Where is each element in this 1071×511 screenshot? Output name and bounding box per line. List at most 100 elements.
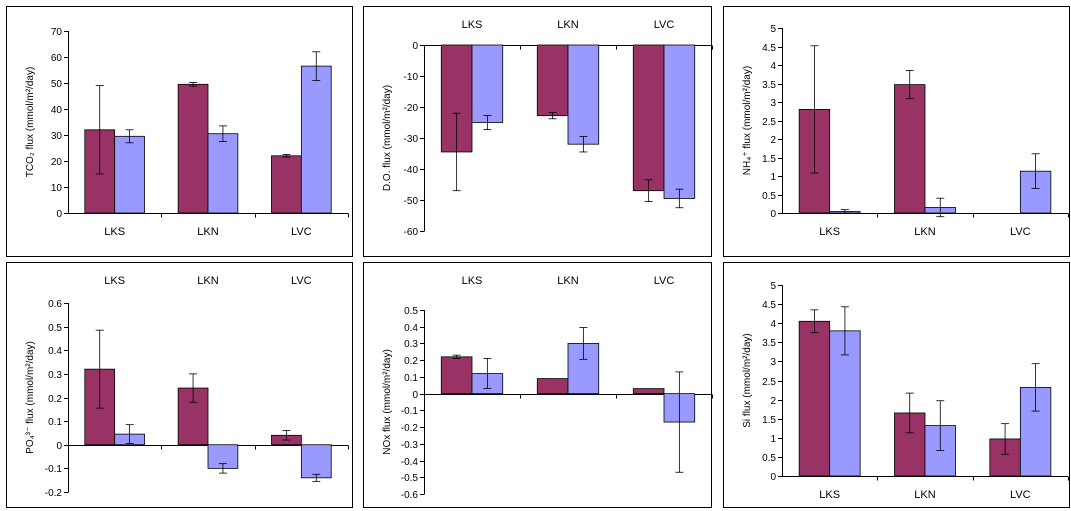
y-tick-label: 2 <box>770 135 776 146</box>
category-label-lks: LKS <box>104 226 125 238</box>
y-tick-label: 0.6 <box>48 299 62 310</box>
error-bar-lvc-series-a <box>282 154 291 158</box>
bar-lks-series-a <box>440 356 473 395</box>
bar-lkn-series-a <box>894 84 926 214</box>
bar-lvc-series-b <box>663 44 696 199</box>
y-tick-label: -0.1 <box>45 464 63 475</box>
y-tick-label: 3.5 <box>762 80 776 91</box>
bar-lkn-series-a <box>177 83 209 214</box>
y-tick-label: -10 <box>404 72 419 83</box>
error-bar-lks-series-a <box>95 329 104 409</box>
y-tick-label: 1 <box>770 172 776 183</box>
category-label-lvc: LVC <box>1010 226 1031 238</box>
panel-si-flux: 0 0.5 1 1.5 2 2.5 3 3.5 4 4.5 5 LKS LKN LVC Si flux (m… <box>723 262 1070 508</box>
error-bar-lvc-series-b <box>312 51 321 81</box>
y-tick-label: 3.5 <box>762 338 776 349</box>
panel-nh4-flux: 0 0.5 1 1.5 2 2.5 3 3.5 4 4.5 5 LKS LKN LVC NH₄⁺ flux … <box>723 6 1070 257</box>
y-axis-label: NOx flux (mmol/m²/day) <box>382 349 393 455</box>
y-tick-label: 0.1 <box>48 417 62 428</box>
category-label-lks: LKS <box>104 275 125 287</box>
error-bar-lks-series-a <box>810 45 819 174</box>
category-label-lks: LKS <box>462 19 483 31</box>
error-bar-lkn-series-b <box>579 136 588 153</box>
y-tick-label: 0 <box>56 441 62 452</box>
y-tick-label: 20 <box>51 157 63 168</box>
y-tick-label: 10 <box>51 183 63 194</box>
y-tick-label: 2 <box>770 396 776 407</box>
category-label-lvc: LVC <box>291 226 312 238</box>
category-label-lks: LKS <box>462 275 483 287</box>
category-label-lkn: LKN <box>197 226 218 238</box>
error-bar-lks-series-b <box>840 209 849 214</box>
y-tick-label: 30 <box>51 131 63 142</box>
panel-do-flux: 0 -10 -20 -30 -40 -50 -60 LKS LKN LVC D.O. flux (m… <box>363 6 713 257</box>
category-label-lkn: LKN <box>197 275 218 287</box>
error-bar-lkn-series-a <box>189 373 198 403</box>
y-tick-label: 2.5 <box>762 377 776 388</box>
y-tick-label: -60 <box>404 227 419 238</box>
error-bar-lvc-series-a <box>1001 423 1010 455</box>
category-label-lkn: LKN <box>557 19 578 31</box>
y-tick-label: 0 <box>770 472 776 483</box>
bar-lkn-series-b <box>567 44 600 145</box>
y-tick-label: -0.4 <box>401 457 419 468</box>
y-tick-label: 4 <box>770 319 776 330</box>
error-bar-lks-series-a <box>95 85 104 175</box>
y-tick-label: 3 <box>770 98 776 109</box>
error-bar-lkn-series-a <box>189 82 198 87</box>
y-tick-label: 0.3 <box>48 370 62 381</box>
y-tick-label: 0.4 <box>404 323 418 334</box>
y-tick-label: 0.5 <box>762 191 776 202</box>
y-tick-label: -30 <box>404 134 419 145</box>
error-bar-lks-series-a <box>452 354 461 359</box>
y-tick-label: 1.5 <box>762 415 776 426</box>
error-bar-lks-series-b <box>125 129 134 144</box>
panel-tco2-flux: 0 10 20 30 40 50 60 70 LKS LKN LVC TCO₂ flux (mmol/… <box>6 6 353 257</box>
error-bar-lvc-series-b <box>1031 363 1040 412</box>
bar-lvc-series-b <box>300 65 332 214</box>
category-label-lvc: LVC <box>654 275 675 287</box>
y-tick-label: 0 <box>412 41 418 52</box>
y-tick-label: 0.2 <box>48 394 62 405</box>
category-label-lvc: LVC <box>1010 489 1031 501</box>
y-tick-label: 1.5 <box>762 154 776 165</box>
bar-lks-series-a <box>798 320 831 477</box>
y-axis-label: TCO₂ flux (mmol/m²/day) <box>25 67 36 178</box>
error-bar-lks-series-a <box>810 309 819 334</box>
category-label-lvc: LVC <box>654 19 675 31</box>
category-label-lkn: LKN <box>914 489 935 501</box>
bar-lvc-series-a <box>632 44 665 192</box>
y-tick-label: 4.5 <box>762 43 776 54</box>
y-tick-label: -0.1 <box>401 406 419 417</box>
y-tick-label: 4.5 <box>762 300 776 311</box>
error-bar-lkn-series-b <box>218 125 227 142</box>
y-tick-label: 0 <box>56 209 62 220</box>
y-tick-label: 0.4 <box>48 346 62 357</box>
y-tick-label: 0.5 <box>762 453 776 464</box>
error-bar-lks-series-b <box>483 114 492 131</box>
bar-lks-series-b <box>114 135 145 214</box>
bar-lvc-series-a <box>632 388 665 395</box>
y-tick-label: 0.3 <box>404 339 418 350</box>
y-tick-label: 1 <box>770 434 776 445</box>
y-tick-label: 70 <box>51 27 63 38</box>
error-bar-lks-series-b <box>840 306 849 356</box>
error-bar-lvc-series-b <box>675 371 684 473</box>
error-bar-lvc-series-b <box>1031 153 1040 189</box>
y-tick-label: 5 <box>770 281 776 292</box>
error-bar-lkn-series-a <box>548 112 557 120</box>
y-tick-label: 5 <box>770 24 776 35</box>
error-bar-lkn-series-b <box>579 327 588 360</box>
error-bar-lks-series-b <box>125 424 134 444</box>
category-label-lks: LKS <box>819 226 840 238</box>
y-tick-label: -20 <box>404 103 419 114</box>
error-bar-lvc-series-b <box>312 473 321 482</box>
category-label-lkn: LKN <box>557 275 578 287</box>
y-tick-label: 0.5 <box>404 306 418 317</box>
bar-lvc-series-b <box>300 444 332 479</box>
error-bar-lvc-series-a <box>282 430 291 441</box>
error-bar-lkn-series-b <box>936 400 945 451</box>
y-tick-label: -0.6 <box>401 490 419 501</box>
y-tick-label: -0.3 <box>401 440 419 451</box>
